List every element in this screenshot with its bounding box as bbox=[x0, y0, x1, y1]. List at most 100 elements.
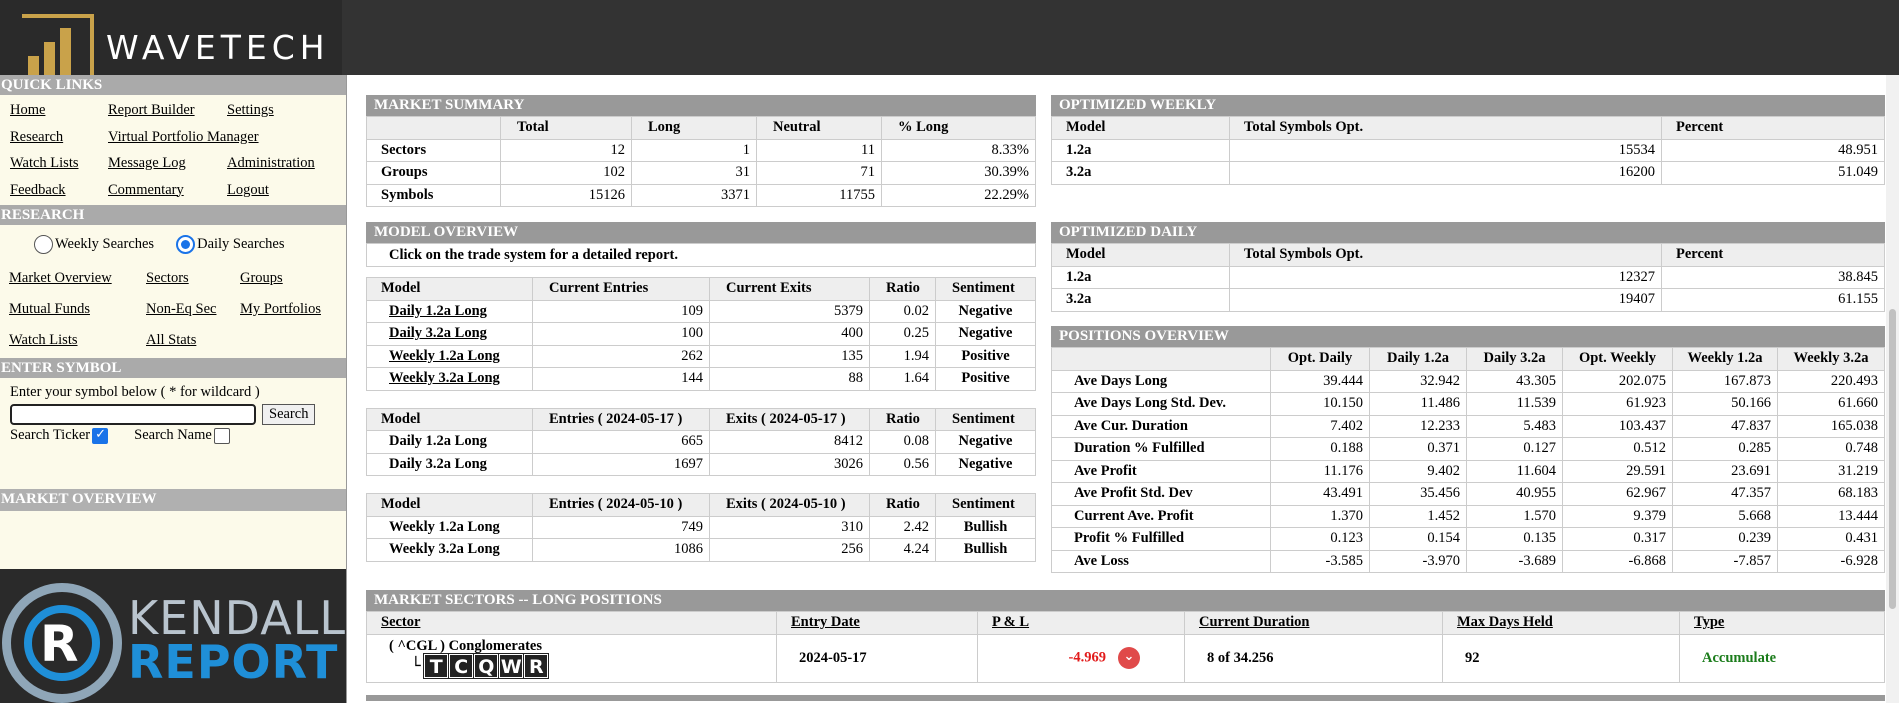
cell: 1.2a bbox=[1051, 265, 1230, 289]
cell: 0.285 bbox=[1672, 437, 1778, 461]
link-groups[interactable]: Groups bbox=[240, 270, 283, 286]
mo-header: Current Exits bbox=[709, 277, 870, 301]
model-link-weekly-1-2a[interactable]: Weekly 1.2a Long bbox=[389, 347, 500, 364]
row-label: Ave Profit Std. Dev bbox=[1051, 482, 1271, 506]
row-label: Ave Days Long Std. Dev. bbox=[1051, 392, 1271, 416]
row-label: Ave Cur. Duration bbox=[1051, 414, 1271, 438]
cell: Negative bbox=[935, 299, 1036, 323]
market-sectors-table: Sector Entry Date P & L Current Duration… bbox=[366, 611, 1885, 683]
link-sectors[interactable]: Sectors bbox=[146, 270, 189, 286]
link-market-overview[interactable]: Market Overview bbox=[9, 270, 112, 286]
sort-entry-date[interactable]: Entry Date bbox=[791, 614, 860, 631]
row-label: Groups bbox=[366, 161, 501, 185]
sector-name[interactable]: ( ^CGL ) Conglomerates bbox=[389, 638, 543, 654]
letter-t-button[interactable]: T bbox=[423, 653, 450, 679]
cell: 11.176 bbox=[1270, 459, 1370, 483]
link-feedback[interactable]: Feedback bbox=[10, 181, 66, 198]
chevron-down-icon: ⌄ bbox=[1118, 647, 1140, 669]
optimized-daily-panel: OPTIMIZED DAILY Model Total Symbols Opt.… bbox=[1051, 222, 1885, 312]
link-report-builder[interactable]: Report Builder bbox=[108, 102, 195, 118]
cell: 71 bbox=[756, 161, 882, 185]
sort-sector[interactable]: Sector bbox=[381, 614, 421, 631]
model-link-daily-3-2a[interactable]: Daily 3.2a Long bbox=[389, 325, 487, 342]
link-home[interactable]: Home bbox=[10, 102, 46, 118]
cell: 2.42 bbox=[869, 515, 936, 539]
table-row: Ave Profit Std. Dev 43.491 35.456 40.955 62.… bbox=[1051, 482, 1885, 506]
table-row: Profit % Fulfilled 0.123 0.154 0.135 0.317 0.… bbox=[1051, 527, 1885, 551]
sort-max-days-held[interactable]: Max Days Held bbox=[1457, 614, 1553, 631]
model-link-daily-1-2a[interactable]: Daily 1.2a Long bbox=[389, 302, 487, 319]
link-research[interactable]: Research bbox=[10, 128, 64, 145]
po-header: Daily 3.2a bbox=[1466, 347, 1563, 371]
cell: 0.135 bbox=[1466, 527, 1563, 551]
letter-w-button[interactable]: W bbox=[498, 653, 525, 679]
cell: 109 bbox=[532, 299, 710, 323]
kendall-report-logo[interactable]: R KENDALL REPORT bbox=[0, 569, 346, 703]
link-logout[interactable]: Logout bbox=[227, 181, 269, 198]
link-mutual-funds[interactable]: Mutual Funds bbox=[9, 301, 90, 317]
link-watch-lists[interactable]: Watch Lists bbox=[10, 155, 79, 171]
max-days-held: 92 bbox=[1442, 633, 1680, 683]
mo-header: Ratio bbox=[869, 277, 936, 301]
cell: 50.166 bbox=[1672, 392, 1778, 416]
optimized-weekly-table: Model Total Symbols Opt. Percent 1.2a 15… bbox=[1051, 116, 1885, 185]
link-watch-lists-research[interactable]: Watch Lists bbox=[9, 332, 78, 348]
table-row: 3.2a 19407 61.155 bbox=[1051, 288, 1885, 312]
sort-pnl[interactable]: P & L bbox=[992, 614, 1030, 631]
next-section-bar bbox=[366, 694, 1885, 701]
cell: 0.748 bbox=[1777, 437, 1885, 461]
po-header: Weekly 1.2a bbox=[1672, 347, 1778, 371]
link-message-log[interactable]: Message Log bbox=[108, 155, 186, 171]
model-link-weekly-3-2a[interactable]: Weekly 3.2a Long bbox=[389, 370, 500, 387]
cell: 144 bbox=[532, 367, 710, 391]
symbol-input[interactable] bbox=[10, 404, 256, 425]
cell: -7.857 bbox=[1672, 549, 1778, 573]
daily-radio[interactable] bbox=[176, 234, 196, 254]
search-button[interactable]: Search bbox=[262, 404, 316, 425]
wavetech-logo[interactable]: WAVETECH bbox=[0, 0, 342, 84]
cell: 3371 bbox=[631, 183, 757, 207]
scrollbar-thumb[interactable] bbox=[1889, 309, 1896, 609]
link-virtual-portfolio-manager[interactable]: Virtual Portfolio Manager bbox=[108, 128, 259, 145]
table-row: Ave Cur. Duration 7.402 12.233 5.483 103.437… bbox=[1051, 414, 1885, 438]
sort-current-duration[interactable]: Current Duration bbox=[1199, 614, 1310, 631]
symbol-search: Enter your symbol below ( * for wildcard… bbox=[0, 378, 346, 444]
cell: 15534 bbox=[1229, 138, 1662, 162]
daily-searches-option[interactable]: Daily Searches bbox=[176, 234, 284, 254]
link-settings[interactable]: Settings bbox=[227, 102, 274, 118]
mo-header: Current Entries bbox=[532, 277, 710, 301]
mo-header: Model bbox=[366, 407, 533, 431]
link-my-portfolios[interactable]: My Portfolios bbox=[240, 301, 321, 317]
cell: Negative bbox=[935, 430, 1036, 454]
scrollbar[interactable] bbox=[1886, 75, 1899, 703]
cell: 0.371 bbox=[1369, 437, 1467, 461]
cell: 8.33% bbox=[881, 138, 1036, 162]
enter-symbol-heading: ENTER SYMBOL bbox=[0, 358, 346, 378]
cell: 100 bbox=[532, 322, 710, 346]
letter-q-button[interactable]: Q bbox=[473, 653, 500, 679]
optimized-weekly-panel: OPTIMIZED WEEKLY Model Total Symbols Opt… bbox=[1051, 95, 1885, 185]
market-overview-heading: MARKET OVERVIEW bbox=[0, 489, 346, 511]
link-administration[interactable]: Administration bbox=[227, 155, 315, 171]
search-name-checkbox[interactable] bbox=[213, 427, 230, 444]
link-non-eq-sec[interactable]: Non-Eq Sec bbox=[146, 301, 217, 317]
cell: 0.08 bbox=[869, 430, 936, 454]
cell: 1.2a bbox=[1051, 138, 1230, 162]
search-ticker-checkbox[interactable] bbox=[92, 427, 109, 444]
symbol-hint: Enter your symbol below ( * for wildcard… bbox=[10, 384, 260, 400]
cell: 0.123 bbox=[1270, 527, 1370, 551]
row-label: Current Ave. Profit bbox=[1051, 504, 1271, 528]
letter-r-button[interactable]: R bbox=[523, 653, 550, 679]
row-label: Ave Days Long bbox=[1051, 369, 1271, 393]
table-row: 1.2a 12327 38.845 bbox=[1051, 265, 1885, 289]
row-label: Profit % Fulfilled bbox=[1051, 527, 1271, 551]
sort-type[interactable]: Type bbox=[1694, 614, 1725, 631]
link-commentary[interactable]: Commentary bbox=[108, 181, 184, 198]
letter-c-button[interactable]: C bbox=[448, 653, 475, 679]
weekly-radio[interactable] bbox=[34, 234, 53, 254]
cell: 749 bbox=[532, 515, 710, 539]
table-row: Weekly 3.2a Long 1086 256 4.24 Bullish bbox=[366, 538, 1036, 562]
link-all-stats[interactable]: All Stats bbox=[146, 332, 197, 348]
weekly-searches-option[interactable]: Weekly Searches bbox=[34, 234, 154, 254]
position-type: Accumulate bbox=[1679, 633, 1885, 683]
